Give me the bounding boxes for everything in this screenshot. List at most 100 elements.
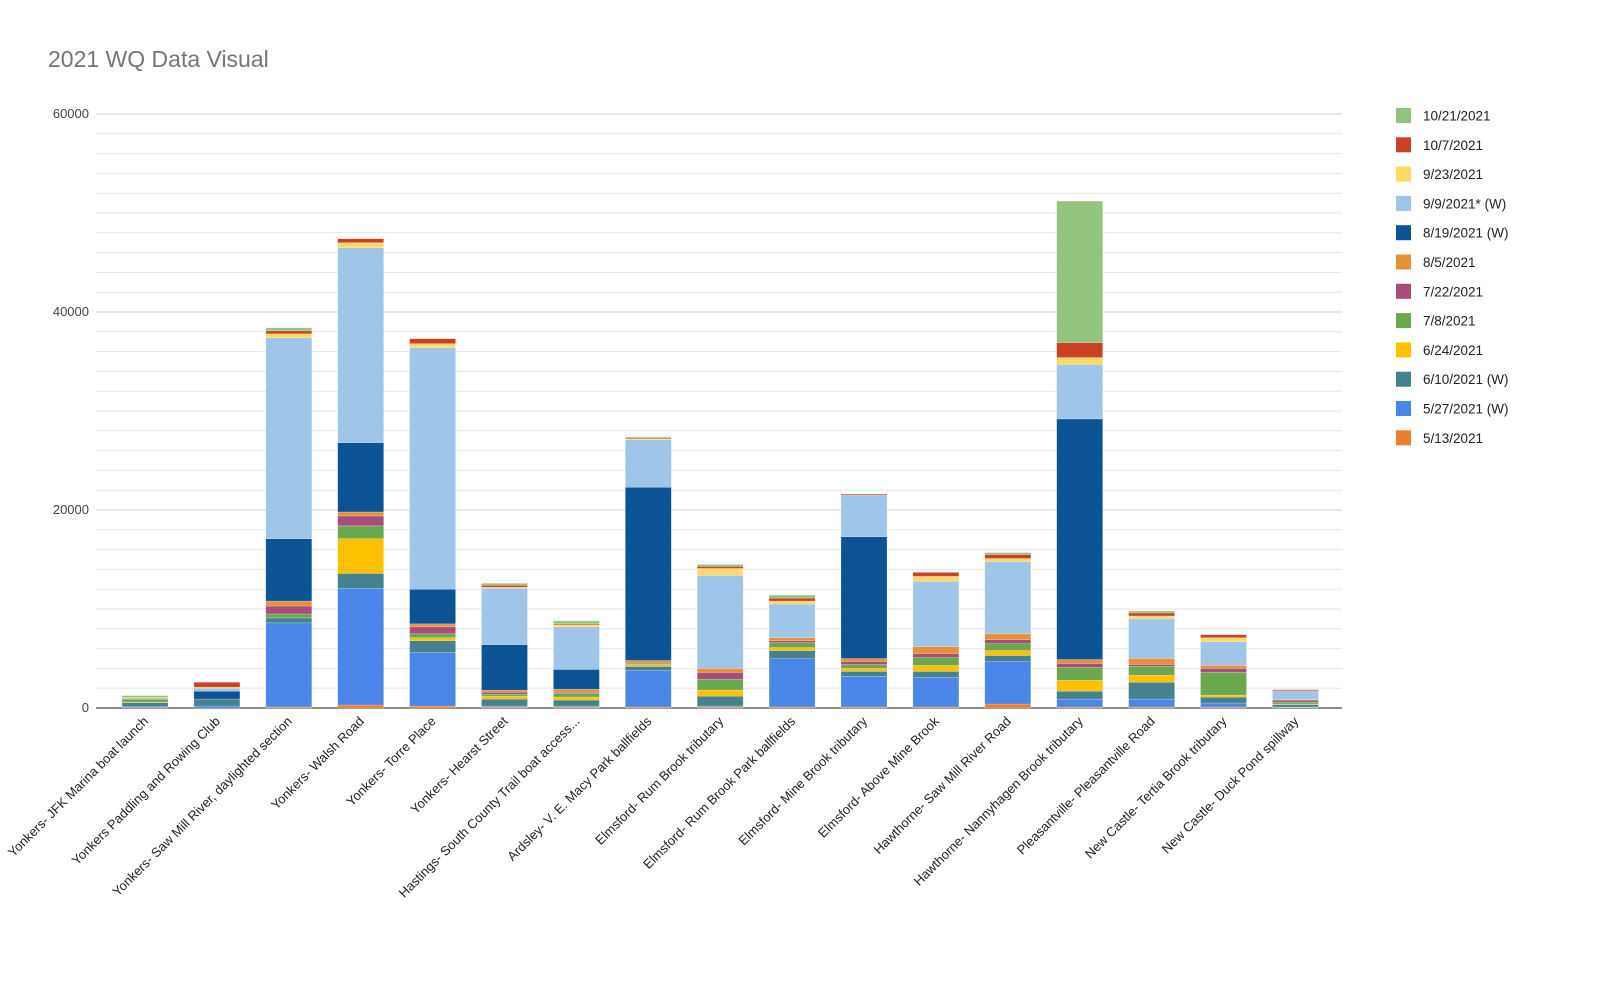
bar-segment — [265, 613, 313, 619]
bar-segment — [1128, 658, 1175, 665]
x-tick-label: Ardsley- V. E. Macy Park ballfields — [504, 713, 655, 864]
legend-swatch — [1396, 342, 1411, 358]
bar-segment — [265, 622, 313, 708]
bar-segment — [553, 692, 600, 698]
bar-segment — [409, 626, 456, 635]
bar-segment — [553, 669, 600, 690]
bar-segment — [265, 605, 313, 615]
bar-segment — [768, 603, 816, 639]
bar-segment — [984, 655, 1032, 662]
y-tick-label: 60000 — [53, 106, 89, 121]
bar-segment — [193, 687, 241, 692]
bar-segment — [1056, 698, 1103, 708]
bar-segment — [337, 247, 385, 443]
bar-segment — [624, 670, 672, 708]
bar-segment — [265, 337, 313, 540]
bar-segment — [409, 347, 456, 590]
bar-segment — [912, 580, 960, 647]
bar-segment — [1056, 679, 1103, 692]
bar-segment — [193, 698, 241, 707]
bar-segment — [1272, 689, 1319, 691]
bar-segment — [624, 439, 672, 488]
bar-segment — [553, 699, 600, 707]
bar-segment — [1128, 618, 1175, 659]
bar-segment — [840, 676, 888, 708]
bar-segment — [912, 572, 960, 577]
legend-label: 9/9/2021* (W) — [1423, 196, 1506, 211]
bar-segment — [1200, 634, 1247, 639]
legend-label: 10/21/2021 — [1423, 109, 1491, 124]
bar-segment — [409, 633, 456, 639]
bar-segment — [984, 552, 1032, 555]
bar-segment — [1200, 668, 1247, 673]
bar-segment — [121, 698, 169, 703]
x-tick-label: Elmsford- Rum Brook tributary — [592, 713, 727, 848]
bar-segment — [768, 594, 816, 599]
x-tick-label: Yonkers Paddling and Rowing Club — [69, 714, 223, 868]
y-tick-label: 20000 — [53, 502, 89, 517]
bar-segment — [481, 695, 528, 700]
bar-segment — [624, 486, 672, 661]
bar-segment — [696, 695, 744, 707]
bar-segment — [337, 538, 385, 574]
bar-segment — [624, 437, 672, 440]
bar-segment — [984, 703, 1032, 709]
legend-swatch — [1396, 430, 1411, 446]
bar-segment — [193, 681, 241, 688]
x-tick-label: Elmsford- Mine Brook tributary — [735, 713, 870, 848]
bar-segment — [337, 525, 385, 540]
bar-segment — [1056, 659, 1103, 664]
bar-segment — [265, 330, 313, 335]
y-tick-label: 0 — [82, 700, 89, 715]
legend-label: 8/5/2021 — [1423, 255, 1476, 270]
bar-segment — [912, 671, 960, 678]
bar-segment — [337, 515, 385, 527]
bar-segment — [1128, 610, 1175, 614]
bar-segment — [840, 536, 888, 659]
bar-segment — [1128, 666, 1175, 676]
bar-segment — [1056, 357, 1103, 365]
bar-segment — [912, 677, 960, 708]
bar-segment — [337, 238, 385, 244]
bar-segment — [553, 696, 600, 701]
bar-segment — [265, 617, 313, 624]
x-tick-label: Hawthorne- Saw Mill River Road — [870, 714, 1013, 857]
bar-segment — [912, 646, 960, 654]
bar-segment — [409, 623, 456, 628]
bar-segment — [481, 582, 528, 586]
x-tick-label: New Castle- Tertia Brook tributary — [1082, 713, 1230, 861]
bar-segment — [912, 657, 960, 666]
legend-label: 6/24/2021 — [1423, 343, 1483, 358]
bar-segment — [1200, 702, 1247, 708]
bar-segment — [696, 575, 744, 669]
bar-segment — [409, 343, 456, 348]
bar-segment — [409, 640, 456, 653]
legend-swatch — [1396, 166, 1411, 182]
bar-segment — [193, 690, 241, 700]
bar-segment — [1200, 696, 1247, 704]
y-tick-label: 40000 — [53, 304, 89, 319]
bar-segment — [1056, 663, 1103, 668]
bar-segment — [409, 338, 456, 344]
bar-segment — [696, 668, 744, 673]
bar-segment — [1200, 665, 1247, 669]
bar-segment — [1056, 342, 1103, 358]
legend-label: 5/13/2021 — [1423, 431, 1483, 446]
bar-segment — [984, 661, 1032, 705]
bar-segment — [337, 587, 385, 706]
legend-swatch — [1396, 401, 1411, 416]
x-tick-label: New Castle- Duck Pond spillway — [1159, 713, 1302, 856]
bar-segment — [624, 662, 672, 664]
bar-segment — [768, 647, 816, 651]
bar-segment — [768, 600, 816, 605]
bar-segment — [984, 650, 1032, 656]
x-tick-label: Elmsford- Rum Brook Park ballfields — [640, 713, 799, 872]
legend-label: 9/23/2021 — [1423, 167, 1483, 182]
legend-label: 5/27/2021 (W) — [1423, 402, 1509, 417]
bar-segment — [1056, 200, 1103, 343]
bar-segment — [553, 624, 600, 628]
bar-segment — [1272, 704, 1319, 708]
legend-swatch — [1396, 371, 1411, 387]
legend-swatch — [1396, 254, 1411, 270]
